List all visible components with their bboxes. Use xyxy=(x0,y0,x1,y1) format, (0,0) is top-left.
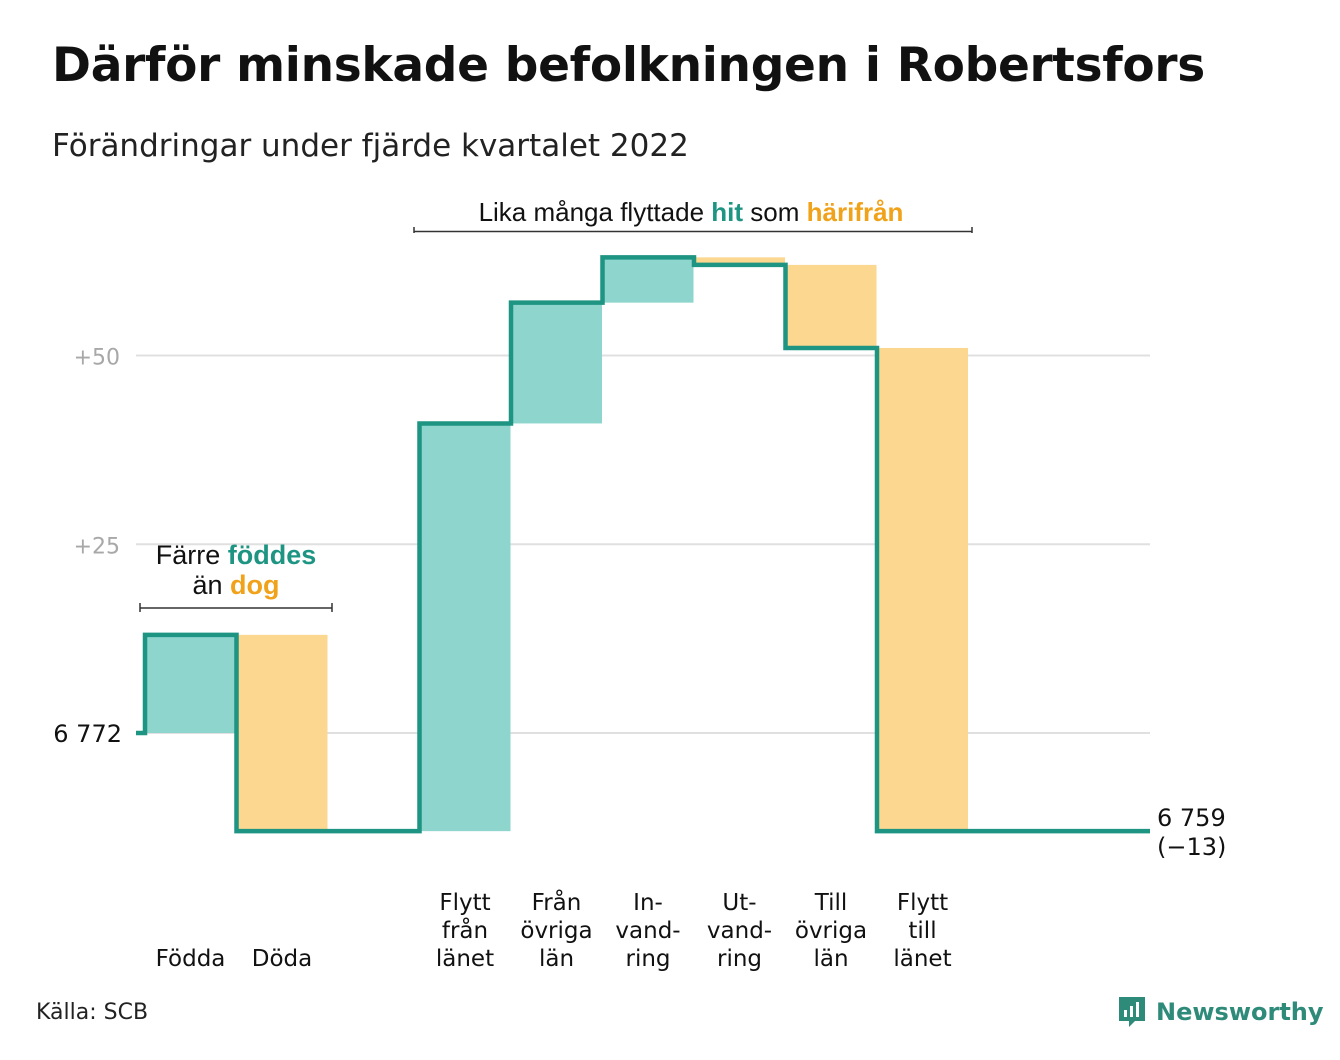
brand-name: Newsworthy xyxy=(1156,998,1324,1026)
chart-title: Därför minskade befolkningen i Robertsfo… xyxy=(52,38,1205,93)
x-category-label: övriga xyxy=(795,918,867,944)
newsworthy-logo-icon xyxy=(1119,997,1145,1027)
births-deaths-annotation: än dog xyxy=(192,570,279,600)
source-note: Källa: SCB xyxy=(36,1000,149,1025)
x-category-label: länet xyxy=(893,946,951,972)
x-category-label: Ut- xyxy=(722,890,756,916)
x-category-label: från xyxy=(442,916,488,944)
y-tick-label: +50 xyxy=(74,346,120,371)
x-category-label: Flytt xyxy=(439,890,490,916)
waterfall-bar xyxy=(511,302,602,424)
x-category-label: In- xyxy=(633,890,663,916)
births-deaths-bracket xyxy=(139,603,333,612)
waterfall-bar xyxy=(877,347,968,832)
births-deaths-annotation: Färre föddes xyxy=(156,540,317,570)
x-category-label: till xyxy=(908,918,936,944)
x-category-label: ring xyxy=(625,946,670,972)
migration-annotation: Lika många flyttade hit som härifrån xyxy=(479,197,904,227)
waterfall-bar xyxy=(236,634,328,832)
migration-bracket xyxy=(413,227,973,233)
x-category-label: länet xyxy=(436,946,494,972)
waterfall-bar xyxy=(419,423,511,832)
x-category-label: övriga xyxy=(520,918,592,944)
brand-logo: Newsworthy xyxy=(1116,994,1324,1030)
x-category-label: län xyxy=(813,946,848,972)
waterfall-bar xyxy=(694,257,785,265)
x-category-label: vand- xyxy=(707,918,772,944)
y-tick-label: 6 772 xyxy=(53,720,122,748)
y-tick-label: +25 xyxy=(74,534,120,559)
x-category-label: Flytt xyxy=(897,890,948,916)
x-category-label: Till xyxy=(814,890,848,916)
x-category-label: Döda xyxy=(252,946,312,972)
waterfall-bar xyxy=(785,264,877,348)
end-value-label: (−13) xyxy=(1157,833,1226,861)
x-category-label: vand- xyxy=(615,918,680,944)
x-category-label: ring xyxy=(717,946,762,972)
chart-subtitle: Förändringar under fjärde kvartalet 2022 xyxy=(52,128,689,164)
x-category-label: Från xyxy=(532,888,582,916)
x-category-label: Födda xyxy=(156,946,226,972)
end-value-label: 6 759 xyxy=(1157,804,1226,832)
waterfall-bar xyxy=(145,634,236,733)
waterfall-bar xyxy=(602,257,694,303)
x-category-label: län xyxy=(539,946,574,972)
cumulative-step-line xyxy=(136,255,1150,834)
